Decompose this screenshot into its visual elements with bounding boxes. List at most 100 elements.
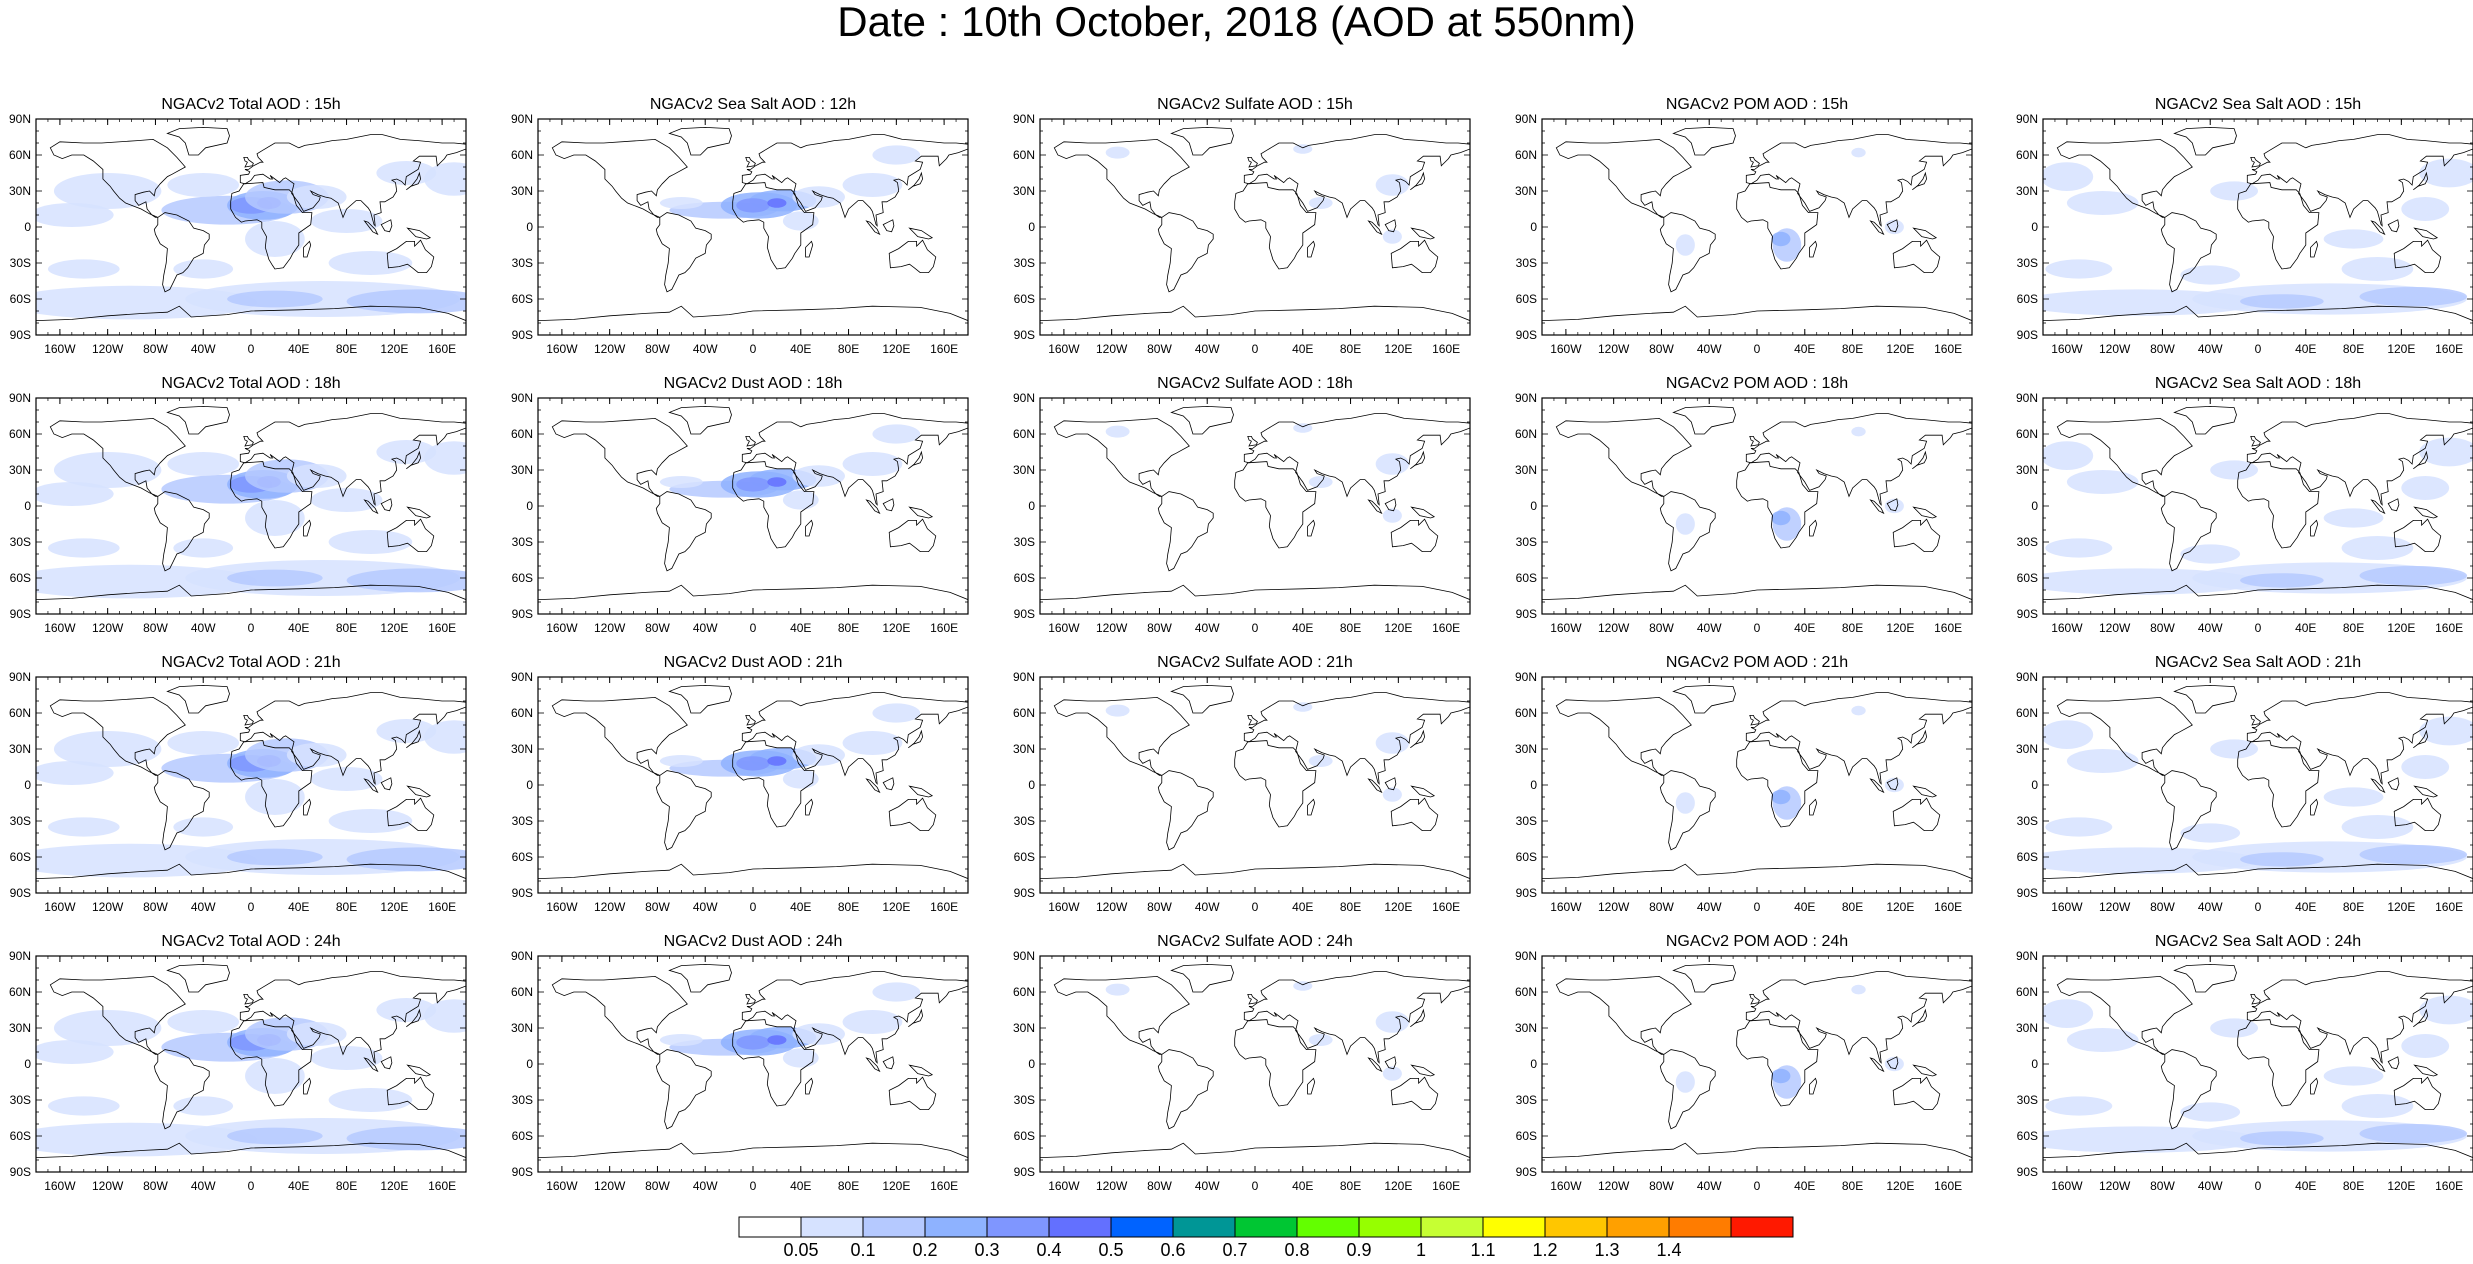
latitude-tick-label: 30S [1515,535,1537,549]
longitude-tick-label: 80W [143,900,168,914]
latitude-tick-label: 60S [2016,850,2038,864]
aod-plume [2066,1028,2139,1052]
latitude-tick-label: 30N [2015,184,2038,198]
aod-plume [2401,197,2450,221]
longitude-tick-label: 40E [1292,1179,1314,1193]
coastline-sumatra [1367,220,1383,236]
coastline-borneo [882,498,895,512]
coastline-madagascar [2310,519,2319,537]
coastline-madagascar [805,240,814,258]
coastline-samerica [2160,491,2217,572]
coastline-borneo [882,219,895,233]
coastline-antarctica [36,305,466,321]
aod-plume [376,719,437,743]
latitude-tick-label: 90N [1012,112,1035,126]
coastline-madagascar [303,519,312,537]
latitude-tick-label: 60S [1515,1129,1537,1143]
longitude-tick-label: 40W [1194,342,1220,356]
coastline-britain [745,435,756,447]
latitude-tick-label: 60S [1515,292,1537,306]
longitude-tick-label: 80W [1147,900,1172,914]
coastline-sumatra [2370,1057,2386,1073]
aod-map [1039,118,1471,336]
coastline-newguinea [908,227,934,240]
coastlines [1040,405,1470,600]
longitude-tick-label: 120E [1384,900,1413,914]
coastline-australia [888,797,937,831]
coastline-sumatra [865,220,881,236]
longitude-tick-label: 160W [1550,621,1582,635]
aod-plume [2180,265,2241,285]
aod-plume [2401,1034,2450,1058]
latitude-tick-label: 30S [1013,1093,1035,1107]
longitude-tick-label: 80E [2342,342,2365,356]
latitude-tick-label: 90S [2016,328,2038,342]
aod-plume [2045,1096,2113,1116]
aod-map [1039,676,1471,894]
coastline-borneo [1384,1056,1397,1070]
longitude-tick-label: 120W [1597,1179,1630,1193]
coastlines [2043,684,2473,879]
longitude-tick-label: 0 [247,900,255,914]
colorbar-tick-label: 1 [1415,1240,1426,1260]
coastline-australia [2393,239,2442,274]
coastline-eurasia [239,692,466,785]
colorbar-swatch [924,1216,988,1238]
coastline-britain [1247,994,1258,1005]
coastline-eurasia [1243,413,1470,506]
coastline-africa [1234,740,1317,828]
coastline-britain [1749,156,1760,168]
latitude-tick-label: 90S [1013,328,1035,342]
longitude-tick-label: 40W [1696,900,1722,914]
longitude-tick-label: 80W [1147,342,1172,356]
aod-plume [659,1034,703,1046]
latitude-tick-label: 30S [1515,256,1537,270]
longitude-tick-label: 160E [428,1179,457,1193]
aod-shading [1105,423,1410,523]
longitude-tick-label: 40E [288,900,310,914]
aod-plume [767,198,787,208]
latitude-tick-label: 60S [2016,292,2038,306]
latitude-tick-label: 90N [1514,391,1537,405]
panel-title: NGACv2 Dust AOD : 21h [663,654,843,671]
coastline-namerica [1555,138,1692,218]
coastline-britain [243,156,254,168]
coastline-japan [1912,450,1928,470]
coastline-greenland [1672,684,1736,714]
longitude-tick-label: 120W [1095,900,1128,914]
aod-shading [1675,426,1904,541]
aod-plume [2359,287,2468,307]
coastlines [36,963,466,1158]
latitude-tick-label: 30N [2015,463,2038,477]
longitude-tick-label: 40W [190,900,216,914]
aod-plume [2323,508,2384,528]
aod-plume [1293,423,1313,433]
latitude-tick-label: 90N [1012,949,1035,963]
latitude-tick-label: 90N [2015,391,2038,405]
latitude-tick-label: 60N [2015,706,2038,720]
latitude-tick-label: 90S [1515,1165,1537,1179]
aod-map [2042,397,2473,615]
longitude-tick-label: 40W [1194,900,1220,914]
aod-shading [36,719,466,878]
coastline-sumatra [1367,499,1383,515]
latitude-tick-label: 60N [1514,148,1537,162]
latitude-tick-label: 90N [2015,112,2038,126]
latitude-tick-label: 30N [1514,184,1537,198]
coastline-madagascar [1307,519,1316,537]
coastline-greenland [2173,126,2237,156]
aod-shading [659,982,921,1068]
aod-plume [47,538,120,558]
aod-plume [1375,174,1410,196]
coastline-namerica [49,696,186,776]
aod-plume [328,809,413,833]
coastline-newguinea [406,506,432,519]
aod-plume [2419,158,2473,188]
coastline-borneo [1886,219,1899,233]
aod-plume [1105,704,1130,717]
longitude-tick-label: 0 [749,621,757,635]
aod-plume [659,476,703,488]
longitude-tick-label: 0 [1251,1179,1259,1193]
aod-plume [2419,716,2473,746]
aod-shading [1105,144,1410,244]
